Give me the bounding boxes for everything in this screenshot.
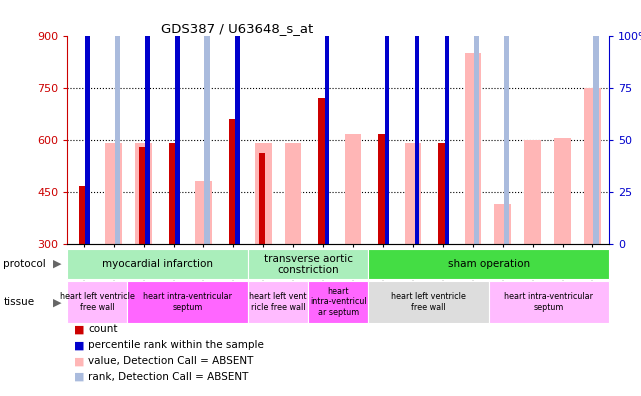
Bar [67,281,128,323]
Text: heart left ventricle
free wall: heart left ventricle free wall [60,292,135,312]
Text: heart left vent
ricle free wall: heart left vent ricle free wall [249,292,306,312]
Text: rank, Detection Call = ABSENT: rank, Detection Call = ABSENT [88,372,249,382]
Text: sham operation: sham operation [447,259,529,269]
Bar [196,181,212,244]
Bar [368,249,609,279]
Bar [415,0,419,244]
Bar [139,147,146,244]
Bar [235,0,240,244]
Bar [319,98,325,244]
Bar [404,143,421,244]
Bar [368,281,488,323]
Bar [135,143,152,244]
Bar [504,0,509,244]
Bar [488,281,609,323]
Bar [248,281,308,323]
Bar [554,138,570,244]
Text: ■: ■ [74,356,84,366]
Bar [378,134,385,244]
Bar [106,143,122,244]
Bar [494,204,511,244]
Bar [325,0,329,244]
Bar [474,0,479,244]
Bar [175,0,179,244]
Text: ■: ■ [74,340,84,350]
Bar [229,119,235,244]
Bar [204,0,210,244]
Bar [438,143,445,244]
Bar [285,143,301,244]
Text: percentile rank within the sample: percentile rank within the sample [88,340,264,350]
Bar [308,281,368,323]
Text: transverse aortic
constriction: transverse aortic constriction [263,253,353,275]
Text: ▶: ▶ [53,259,61,269]
Bar [169,143,176,244]
Bar [258,153,265,244]
Bar [146,0,150,244]
Text: myocardial infarction: myocardial infarction [102,259,213,269]
Bar [594,0,599,244]
Text: protocol: protocol [3,259,46,269]
Text: heart intra-ventricular
septum: heart intra-ventricular septum [504,292,594,312]
Text: ▶: ▶ [53,297,61,307]
Text: count: count [88,324,118,335]
Bar [85,0,90,244]
Bar [79,187,85,244]
Bar [67,249,248,279]
Bar [465,53,481,244]
Bar [524,139,541,244]
Text: value, Detection Call = ABSENT: value, Detection Call = ABSENT [88,356,254,366]
Text: tissue: tissue [3,297,35,307]
Bar [255,143,272,244]
Bar [248,249,368,279]
Text: ■: ■ [74,324,84,335]
Text: ■: ■ [74,372,84,382]
Bar [345,134,362,244]
Bar [115,0,120,244]
Bar [385,0,389,244]
Text: heart left ventricle
free wall: heart left ventricle free wall [391,292,466,312]
Text: GDS387 / U63648_s_at: GDS387 / U63648_s_at [161,22,313,35]
Bar [444,0,449,244]
Bar [128,281,248,323]
Text: heart intra-ventricular
septum: heart intra-ventricular septum [143,292,232,312]
Bar [584,88,601,244]
Text: heart
intra-ventricul
ar septum: heart intra-ventricul ar septum [310,287,367,317]
